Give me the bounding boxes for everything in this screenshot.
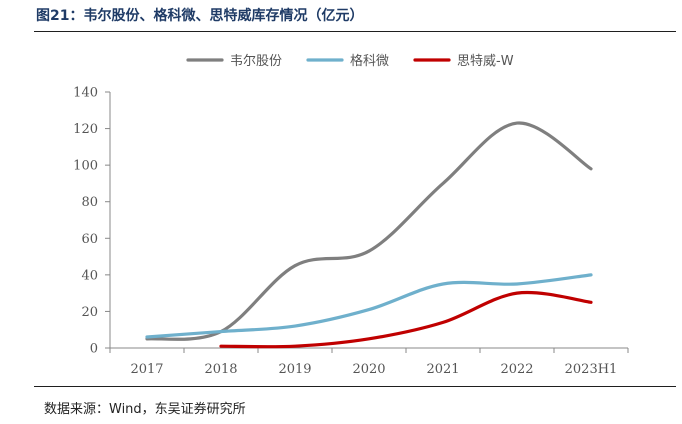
series-line-3 xyxy=(219,290,593,349)
legend-label: 格科微 xyxy=(350,53,389,69)
legend-label: 思特威-W xyxy=(457,54,514,69)
x-tick-label: 2023H1 xyxy=(565,362,618,377)
legend-label: 韦尔股份 xyxy=(230,54,282,69)
y-tick-label: 100 xyxy=(73,159,98,174)
title-rule xyxy=(34,31,676,32)
source-note: 数据来源：Wind，东吴证券研究所 xyxy=(44,402,246,417)
y-tick-label: 40 xyxy=(81,268,98,283)
figure-title: 图21：韦尔股份、格科微、思特威库存情况（亿元） xyxy=(36,8,364,24)
x-tick-label: 2020 xyxy=(352,362,385,377)
series-line-1 xyxy=(145,121,593,341)
x-tick-label: 2021 xyxy=(426,362,459,377)
x-tick-label: 2017 xyxy=(130,362,163,377)
y-tick-label: 0 xyxy=(90,342,98,357)
y-tick-label: 60 xyxy=(81,232,98,247)
series-line-2 xyxy=(145,273,593,339)
y-tick-label: 20 xyxy=(81,305,98,320)
x-tick-label: 2022 xyxy=(500,362,533,377)
y-tick-label: 120 xyxy=(73,122,98,137)
footer-rule xyxy=(34,386,676,387)
y-tick-label: 140 xyxy=(73,86,98,101)
x-tick-label: 2018 xyxy=(204,362,237,377)
y-tick-label: 80 xyxy=(81,195,98,210)
x-tick-label: 2019 xyxy=(278,362,311,377)
